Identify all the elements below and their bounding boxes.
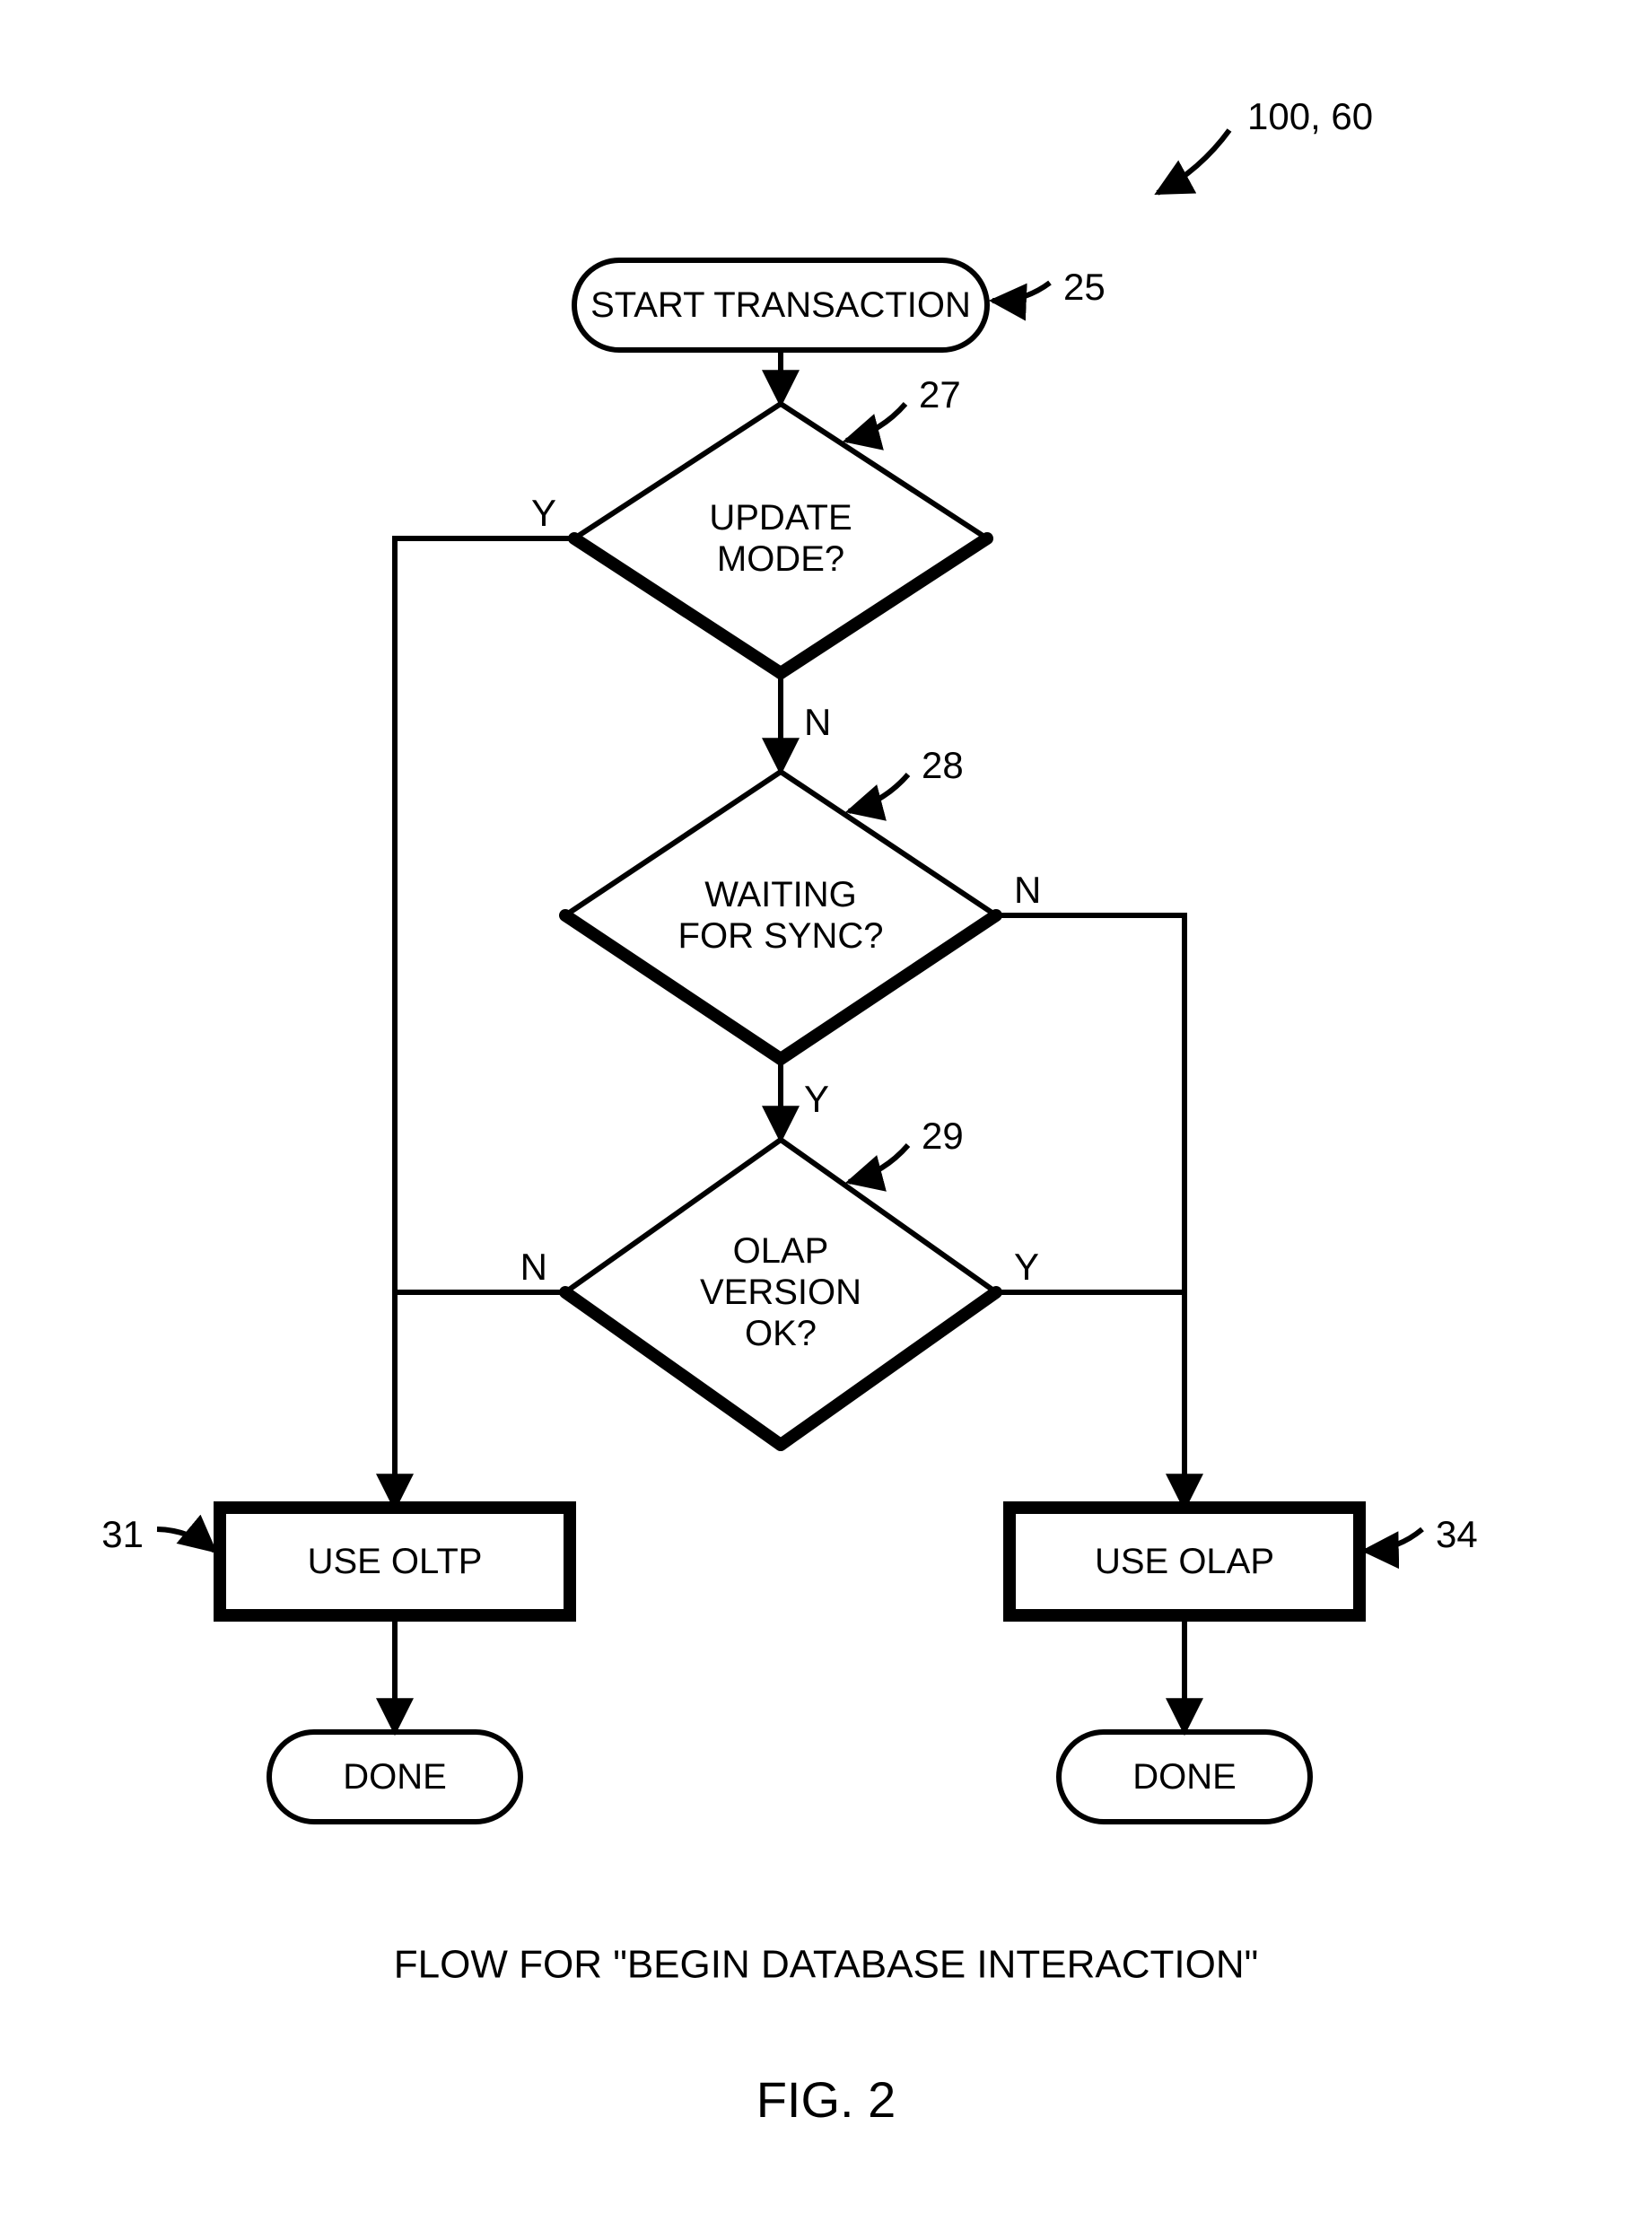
figure-top-ref: 100, 60 bbox=[1247, 95, 1373, 138]
olap-version-no-label: N bbox=[520, 1246, 547, 1289]
use-olap-label: USE OLAP bbox=[1095, 1541, 1274, 1582]
waiting-sync-label: WAITING FOR SYNC? bbox=[678, 874, 884, 957]
update-mode-no-label: N bbox=[804, 701, 831, 744]
use-oltp-label: USE OLTP bbox=[308, 1541, 483, 1582]
waiting-sync-no-label: N bbox=[1014, 869, 1041, 912]
start-node-label: START TRANSACTION bbox=[590, 284, 971, 326]
olap-version-label: OLAP VERSION OK? bbox=[700, 1230, 861, 1354]
waiting-sync-yes-label: Y bbox=[804, 1078, 829, 1121]
figure-caption: FLOW FOR "BEGIN DATABASE INTERACTION" bbox=[394, 1943, 1258, 1989]
done-right-label: DONE bbox=[1132, 1756, 1237, 1798]
olap-version-yes-label: Y bbox=[1014, 1246, 1039, 1289]
update-mode-ref: 27 bbox=[919, 373, 961, 416]
use-olap-ref: 34 bbox=[1436, 1513, 1478, 1556]
start-node-ref: 25 bbox=[1063, 266, 1106, 309]
olap-version-ref: 29 bbox=[922, 1115, 964, 1158]
waiting-sync-ref: 28 bbox=[922, 744, 964, 787]
flowchart-figure: 100, 60 START TRANSACTION 25 UPDATE MODE… bbox=[0, 0, 1652, 2222]
update-mode-label: UPDATE MODE? bbox=[709, 497, 852, 580]
use-oltp-ref: 31 bbox=[101, 1513, 144, 1556]
figure-number: FIG. 2 bbox=[756, 2071, 896, 2129]
done-left-label: DONE bbox=[343, 1756, 447, 1798]
update-mode-yes-label: Y bbox=[531, 492, 556, 535]
